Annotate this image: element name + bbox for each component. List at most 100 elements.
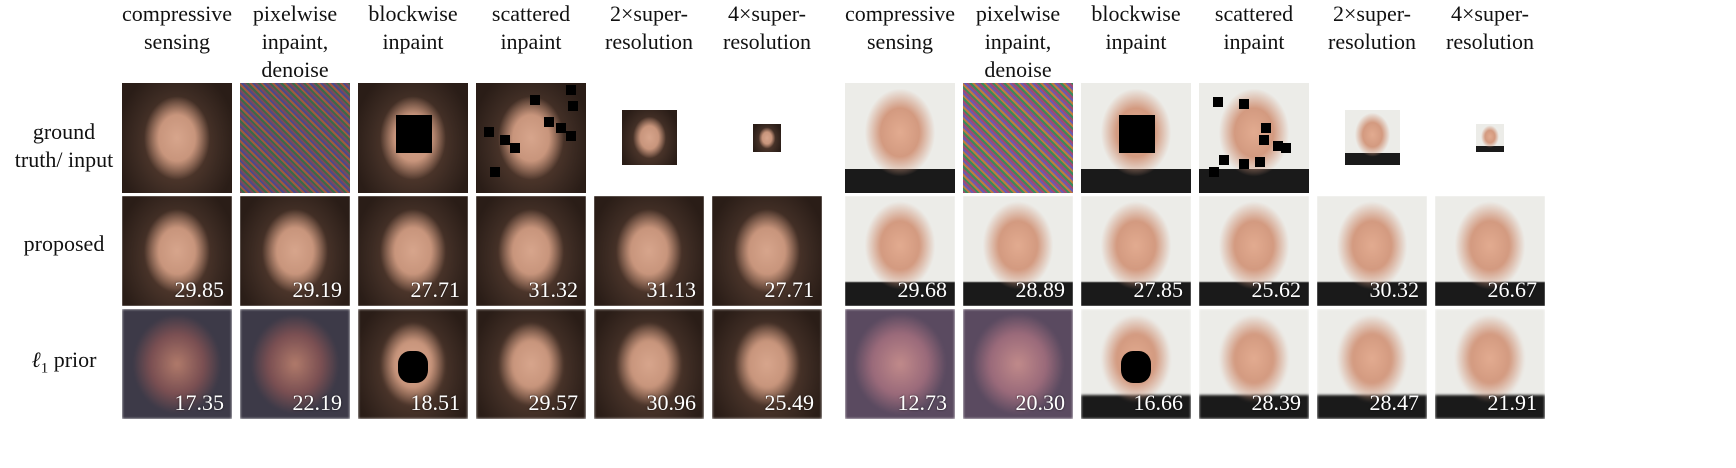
row-label-l1-prior: ℓ1 prior — [0, 346, 128, 382]
block-mask — [1119, 115, 1155, 153]
face-image — [1199, 309, 1309, 419]
scatter-mask — [510, 143, 520, 153]
input-image — [622, 110, 677, 165]
face-image — [712, 309, 822, 419]
input-image — [476, 83, 586, 193]
scatter-mask — [1239, 99, 1249, 109]
column-header: pixelwise inpaint, denoise — [252, 1, 338, 82]
ell-subscript: 1 — [40, 360, 49, 377]
input-image — [845, 83, 955, 193]
face-image — [1435, 196, 1545, 306]
psnr-score: 26.67 — [1487, 277, 1538, 302]
psnr-score: 25.49 — [764, 390, 815, 415]
input-image — [1081, 83, 1191, 193]
proposed-image: 29.85 — [122, 196, 232, 306]
face-image — [1476, 124, 1504, 152]
scatter-mask — [1261, 123, 1271, 133]
face-image — [122, 309, 232, 419]
face-image — [845, 196, 955, 306]
face-image — [963, 196, 1073, 306]
face-image — [845, 309, 955, 419]
psnr-score: 29.68 — [897, 277, 948, 302]
input-image — [358, 83, 468, 193]
column-header: compressive sensing — [122, 1, 232, 54]
column-header: scattered inpaint — [1214, 1, 1294, 54]
psnr-score: 12.73 — [897, 390, 948, 415]
psnr-score: 18.51 — [410, 390, 461, 415]
face-image — [240, 83, 350, 193]
face-image — [1317, 196, 1427, 306]
column-header: 2×super- resolution — [605, 1, 693, 54]
psnr-score: 29.57 — [528, 390, 579, 415]
column-header: blockwise inpaint — [368, 1, 458, 54]
face-image — [753, 124, 781, 152]
psnr-score: 29.85 — [174, 277, 225, 302]
psnr-score: 31.13 — [646, 277, 697, 302]
proposed-image: 27.85 — [1081, 196, 1191, 306]
proposed-image: 26.67 — [1435, 196, 1545, 306]
scatter-mask — [1219, 155, 1229, 165]
face-image — [240, 196, 350, 306]
input-image — [1345, 110, 1400, 165]
proposed-image: 28.89 — [963, 196, 1073, 306]
psnr-score: 22.19 — [292, 390, 343, 415]
column-header: scattered inpaint — [491, 1, 571, 54]
scatter-mask — [544, 117, 554, 127]
face-image — [1317, 309, 1427, 419]
psnr-score: 30.96 — [646, 390, 697, 415]
prior-text: prior — [48, 347, 97, 372]
ell-symbol: ℓ — [31, 347, 41, 372]
face-image — [1345, 110, 1400, 165]
column-header: 4×super- resolution — [1446, 1, 1534, 54]
face-image — [1081, 196, 1191, 306]
block-artifact — [398, 351, 428, 383]
scatter-mask — [566, 85, 576, 95]
psnr-score: 28.89 — [1015, 277, 1066, 302]
input-image — [963, 83, 1073, 193]
scatter-mask — [500, 135, 510, 145]
psnr-score: 17.35 — [174, 390, 225, 415]
psnr-score: 21.91 — [1487, 390, 1538, 415]
face-image — [358, 196, 468, 306]
proposed-image: 31.13 — [594, 196, 704, 306]
face-image — [594, 309, 704, 419]
column-header: 4×super- resolution — [723, 1, 811, 54]
proposed-image: 27.71 — [358, 196, 468, 306]
face-image — [122, 196, 232, 306]
scatter-mask — [1239, 159, 1249, 169]
column-header: compressive sensing — [845, 1, 955, 54]
l1-prior-image: 28.47 — [1317, 309, 1427, 419]
input-image — [122, 83, 232, 193]
face-image — [476, 196, 586, 306]
face-image — [1435, 309, 1545, 419]
input-image — [753, 124, 781, 152]
proposed-image: 31.32 — [476, 196, 586, 306]
face-image — [476, 309, 586, 419]
l1-prior-image: 21.91 — [1435, 309, 1545, 419]
face-image — [712, 196, 822, 306]
l1-prior-image: 28.39 — [1199, 309, 1309, 419]
scatter-mask — [484, 127, 494, 137]
row-label: proposed — [23, 231, 105, 256]
face-image — [963, 83, 1073, 193]
l1-prior-image: 22.19 — [240, 309, 350, 419]
proposed-image: 29.68 — [845, 196, 955, 306]
face-image — [240, 309, 350, 419]
face-image — [122, 83, 232, 193]
scatter-mask — [1255, 157, 1265, 167]
proposed-image: 29.19 — [240, 196, 350, 306]
proposed-image: 27.71 — [712, 196, 822, 306]
input-image — [240, 83, 350, 193]
l1-prior-image: 25.49 — [712, 309, 822, 419]
psnr-score: 16.66 — [1133, 390, 1184, 415]
l1-prior-image: 29.57 — [476, 309, 586, 419]
l1-prior-image: 17.35 — [122, 309, 232, 419]
proposed-image: 25.62 — [1199, 196, 1309, 306]
psnr-score: 29.19 — [292, 277, 343, 302]
face-image — [963, 309, 1073, 419]
l1-prior-image: 30.96 — [594, 309, 704, 419]
column-header: blockwise inpaint — [1091, 1, 1181, 54]
column-header: pixelwise inpaint, denoise — [975, 1, 1061, 82]
l1-prior-image: 20.30 — [963, 309, 1073, 419]
